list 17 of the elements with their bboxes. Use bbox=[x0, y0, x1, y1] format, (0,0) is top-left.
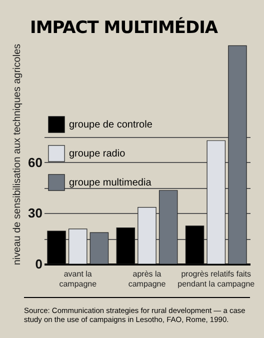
y-axis-title: niveau de sensibilisation aux techniques agricoles bbox=[12, 44, 24, 266]
y-tick-label: 30 bbox=[28, 206, 42, 221]
legend-label: groupe de controle bbox=[69, 120, 153, 130]
bar bbox=[158, 190, 178, 264]
x-tick-label: avant la campagne bbox=[59, 270, 98, 288]
bar bbox=[228, 45, 247, 264]
bar bbox=[90, 232, 109, 264]
y-tick-label: 0 bbox=[35, 256, 42, 272]
bar bbox=[206, 140, 226, 264]
x-tick-label: progrès relatifs faits pendant la campagne bbox=[178, 270, 256, 288]
x-tick-label: après la campagne bbox=[128, 270, 166, 288]
y-tick-label: 60 bbox=[28, 154, 42, 170]
chart-title: IMPACT MULTIMÉDIA bbox=[30, 18, 219, 38]
bar bbox=[68, 228, 88, 264]
legend-label: groupe radio bbox=[69, 148, 126, 160]
legend-label: groupe multimedia bbox=[69, 178, 152, 188]
bar bbox=[138, 207, 156, 264]
